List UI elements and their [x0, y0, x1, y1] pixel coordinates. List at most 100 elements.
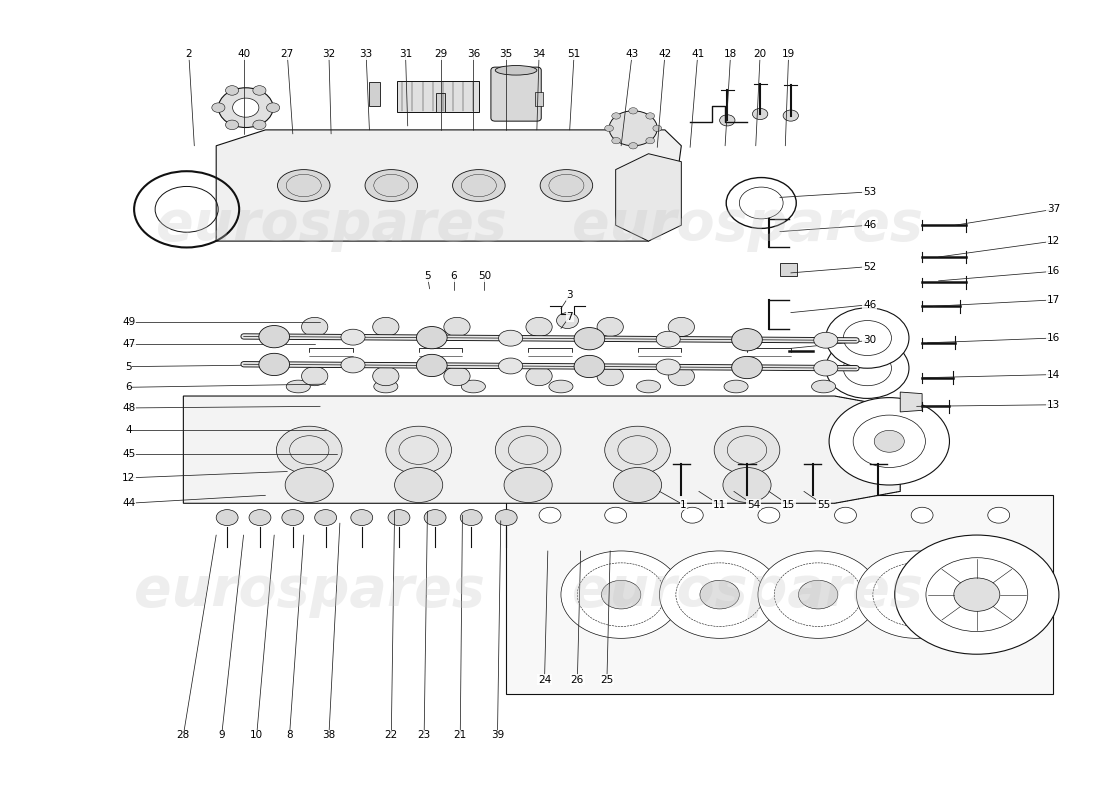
Circle shape — [443, 318, 470, 337]
Circle shape — [894, 535, 1059, 654]
Circle shape — [835, 507, 857, 523]
Ellipse shape — [732, 356, 762, 378]
Circle shape — [723, 467, 771, 502]
Text: 38: 38 — [322, 730, 335, 740]
Text: 4: 4 — [125, 425, 132, 435]
Circle shape — [212, 103, 226, 113]
Text: 25: 25 — [601, 674, 614, 685]
Polygon shape — [616, 154, 681, 241]
Text: 5: 5 — [125, 362, 132, 372]
Circle shape — [911, 507, 933, 523]
Circle shape — [829, 398, 949, 485]
Circle shape — [629, 108, 638, 114]
Circle shape — [719, 114, 735, 126]
Circle shape — [605, 507, 627, 523]
Text: 52: 52 — [864, 262, 877, 271]
Text: 20: 20 — [754, 50, 767, 59]
Circle shape — [597, 366, 624, 386]
Circle shape — [612, 138, 620, 144]
Circle shape — [460, 510, 482, 526]
Circle shape — [653, 125, 661, 131]
Circle shape — [714, 426, 780, 474]
Text: 6: 6 — [450, 271, 456, 281]
Polygon shape — [900, 392, 922, 412]
Text: 36: 36 — [466, 50, 480, 59]
Text: 16: 16 — [1047, 266, 1060, 276]
Circle shape — [602, 580, 641, 609]
Ellipse shape — [814, 360, 838, 376]
Circle shape — [659, 551, 780, 638]
Text: 7: 7 — [566, 311, 573, 322]
Circle shape — [373, 366, 399, 386]
Text: 14: 14 — [1047, 370, 1060, 379]
Text: eurospares: eurospares — [134, 564, 485, 618]
Text: 37: 37 — [1047, 204, 1060, 214]
Ellipse shape — [417, 326, 447, 349]
Circle shape — [373, 318, 399, 337]
Text: 10: 10 — [250, 730, 263, 740]
Circle shape — [526, 366, 552, 386]
Circle shape — [857, 551, 977, 638]
Circle shape — [561, 551, 681, 638]
Text: 35: 35 — [499, 50, 513, 59]
Circle shape — [388, 510, 410, 526]
Ellipse shape — [452, 170, 505, 202]
Circle shape — [301, 366, 328, 386]
Text: 29: 29 — [433, 50, 448, 59]
Text: 24: 24 — [538, 674, 551, 685]
Text: 2: 2 — [186, 50, 192, 59]
Circle shape — [266, 103, 279, 113]
Circle shape — [395, 467, 442, 502]
Text: 9: 9 — [219, 730, 225, 740]
Circle shape — [799, 580, 838, 609]
FancyBboxPatch shape — [506, 495, 1054, 694]
Circle shape — [896, 580, 936, 609]
Text: 28: 28 — [177, 730, 190, 740]
Circle shape — [425, 510, 446, 526]
Circle shape — [988, 507, 1010, 523]
Ellipse shape — [549, 380, 573, 393]
Circle shape — [557, 313, 579, 329]
Polygon shape — [397, 81, 478, 113]
Text: 39: 39 — [491, 730, 504, 740]
Text: 32: 32 — [322, 50, 335, 59]
Ellipse shape — [498, 358, 522, 374]
Bar — [437, 93, 444, 113]
Ellipse shape — [724, 380, 748, 393]
Circle shape — [253, 86, 266, 95]
Ellipse shape — [258, 354, 289, 375]
Text: 11: 11 — [713, 500, 726, 510]
Text: 15: 15 — [782, 500, 795, 510]
Circle shape — [315, 510, 337, 526]
Circle shape — [668, 318, 694, 337]
Ellipse shape — [461, 380, 485, 393]
Bar — [370, 82, 381, 106]
Text: 49: 49 — [122, 317, 135, 327]
Circle shape — [226, 120, 239, 130]
Text: 27: 27 — [280, 50, 294, 59]
Circle shape — [253, 120, 266, 130]
Text: 46: 46 — [864, 220, 877, 230]
Ellipse shape — [574, 327, 605, 350]
Text: 23: 23 — [418, 730, 431, 740]
Circle shape — [443, 366, 470, 386]
Circle shape — [526, 318, 552, 337]
Circle shape — [668, 366, 694, 386]
Circle shape — [539, 507, 561, 523]
Bar — [535, 92, 543, 106]
Circle shape — [954, 578, 1000, 611]
Text: 46: 46 — [864, 300, 877, 310]
Ellipse shape — [258, 326, 289, 348]
Text: 33: 33 — [360, 50, 373, 59]
Ellipse shape — [495, 66, 537, 75]
Circle shape — [282, 510, 304, 526]
Ellipse shape — [574, 355, 605, 378]
Circle shape — [232, 98, 258, 117]
Text: 31: 31 — [399, 50, 412, 59]
Ellipse shape — [417, 354, 447, 377]
Text: eurospares: eurospares — [572, 198, 923, 252]
Circle shape — [276, 426, 342, 474]
Ellipse shape — [637, 380, 660, 393]
Text: 54: 54 — [747, 500, 760, 510]
Text: eurospares: eurospares — [156, 198, 506, 252]
